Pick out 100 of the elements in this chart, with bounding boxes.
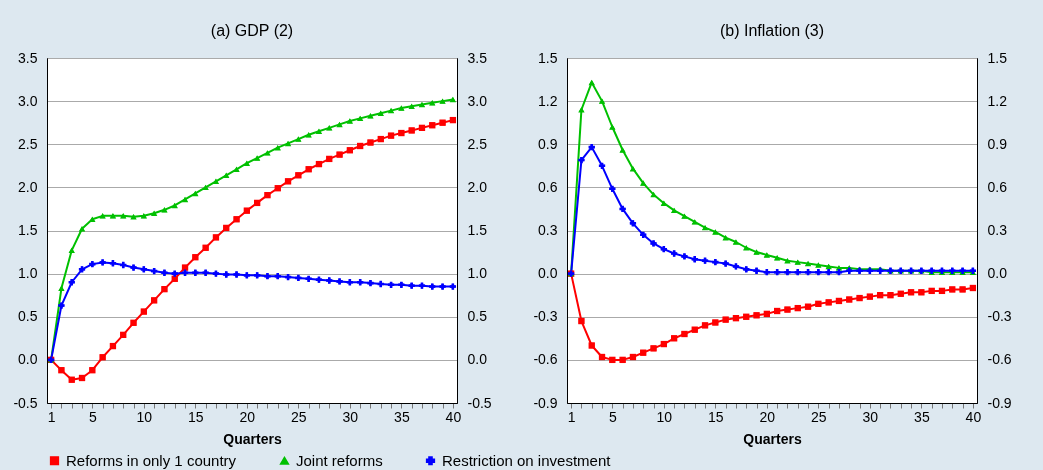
y-tick-label: -0.3 (533, 308, 558, 325)
x-tick-label: 25 (291, 408, 307, 425)
point (99, 259, 106, 266)
y2-tick-label: 0.3 (987, 222, 1008, 238)
point (681, 253, 688, 260)
x-tick-label: 1 (47, 408, 56, 425)
y-tick-label: 0.0 (538, 265, 558, 282)
point (398, 105, 405, 111)
y2-tick-label: 3.0 (467, 92, 488, 109)
y-tick-label: -0.5 (13, 394, 38, 411)
point (784, 306, 791, 313)
y-tick-label: 1.5 (538, 49, 558, 66)
point (439, 98, 446, 104)
point (367, 139, 374, 146)
x-tick-label: 15 (188, 408, 204, 425)
x-tick-label: 30 (862, 408, 879, 425)
x-tick-label: 20 (239, 408, 256, 425)
legend-label: Restriction on investment (442, 451, 612, 469)
x-axis-title: Quarters (223, 430, 282, 447)
point (439, 119, 446, 126)
point (681, 213, 688, 219)
point (609, 124, 616, 130)
legend-label: Reforms in only 1 country (66, 451, 237, 469)
point (408, 127, 415, 134)
y-tick-label: 1.5 (18, 222, 38, 238)
legend-label: Joint reforms (296, 451, 383, 469)
y-tick-label: -0.6 (533, 351, 558, 368)
point (367, 113, 374, 119)
y2-tick-label: 0.5 (467, 308, 488, 325)
y-tick-label: 3.5 (18, 49, 38, 66)
y2-tick-label: -0.5 (467, 394, 492, 411)
x-tick-label: 35 (914, 408, 930, 425)
point (99, 213, 106, 219)
x-tick-label: 1 (567, 408, 576, 425)
y-tick-label: -0.9 (533, 394, 558, 411)
point (918, 289, 925, 296)
point (336, 151, 343, 158)
y-tick-label: 3.0 (18, 92, 38, 109)
point (408, 282, 415, 289)
point (650, 240, 657, 247)
x-tick-label: 30 (342, 408, 359, 425)
x-tick-label: 20 (759, 408, 776, 425)
y2-tick-label: 0.9 (987, 135, 1008, 152)
x-tick-label: 40 (965, 408, 982, 425)
point (336, 278, 343, 285)
point (650, 345, 657, 352)
x-tick-label: 5 (608, 408, 617, 425)
y2-tick-label: 3.5 (467, 49, 488, 66)
y2-tick-label: -0.6 (987, 351, 1012, 368)
point (712, 229, 719, 235)
chart-title: (b) Inflation (3) (719, 22, 825, 39)
point (305, 132, 312, 138)
y-tick-label: 1.2 (538, 92, 558, 109)
point (815, 262, 822, 268)
x-tick-label: 25 (811, 408, 827, 425)
y2-tick-label: 1.5 (987, 49, 1008, 66)
point (295, 136, 302, 142)
point (233, 271, 240, 278)
point (99, 354, 106, 361)
y2-tick-label: -0.3 (987, 308, 1012, 325)
x-tick-label: 35 (394, 408, 410, 425)
point (959, 286, 966, 293)
y2-tick-label: 1.5 (467, 222, 488, 238)
y2-tick-label: 0.0 (987, 265, 1008, 282)
y-tick-label: 2.0 (18, 178, 38, 195)
y-tick-label: 0.3 (538, 222, 558, 238)
y2-tick-label: 0.0 (467, 351, 488, 368)
y2-tick-label: 2.5 (467, 135, 488, 152)
chart-title: (a) GDP (2) (210, 22, 294, 39)
point (264, 150, 271, 156)
point (439, 283, 446, 290)
x-tick-label: 10 (656, 408, 673, 425)
point (722, 316, 729, 323)
point (825, 299, 832, 306)
point (619, 147, 626, 153)
point (753, 312, 760, 319)
y2-tick-label: 1.2 (987, 92, 1008, 109)
y-tick-label: 1.0 (18, 265, 38, 282)
y2-tick-label: 0.6 (987, 178, 1008, 195)
point (130, 264, 137, 271)
y-tick-label: 0.0 (18, 351, 38, 368)
y-tick-label: 0.5 (18, 308, 38, 325)
x-tick-label: 5 (88, 408, 97, 425)
point (233, 166, 240, 172)
y2-tick-label: 1.0 (467, 265, 488, 282)
point (753, 249, 760, 255)
y-tick-label: 0.9 (538, 135, 558, 152)
y2-tick-label: -0.9 (987, 394, 1012, 411)
y-tick-label: 0.6 (538, 178, 558, 195)
point (295, 172, 302, 179)
point (233, 216, 240, 223)
x-tick-label: 40 (445, 408, 462, 425)
x-tick-label: 15 (708, 408, 724, 425)
point (722, 260, 729, 267)
x-tick-label: 10 (136, 408, 153, 425)
x-axis-title: Quarters (743, 430, 802, 447)
y2-tick-label: 2.0 (467, 178, 488, 195)
point (712, 319, 719, 326)
point (161, 207, 168, 213)
y-tick-label: 2.5 (18, 135, 38, 152)
